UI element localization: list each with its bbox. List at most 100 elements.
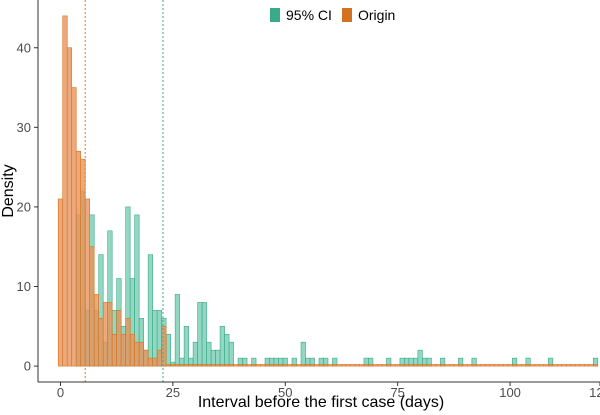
origin-bar — [480, 364, 486, 367]
origin-bar — [188, 364, 194, 367]
origin-bar — [516, 364, 522, 367]
origin-bar — [530, 364, 536, 367]
origin-bars — [57, 15, 599, 367]
origin-bar — [84, 198, 91, 367]
origin-bar — [556, 364, 563, 367]
origin-bar — [345, 364, 351, 367]
origin-bar — [129, 333, 135, 367]
origin-bar — [381, 364, 387, 367]
origin-bar — [467, 364, 473, 367]
origin-bar — [440, 364, 446, 367]
ci-bar — [152, 310, 158, 367]
origin-bar — [305, 364, 311, 367]
ci-bar — [206, 341, 212, 367]
origin-bar — [332, 364, 338, 367]
origin-bar — [282, 364, 288, 367]
ci-bar — [215, 349, 221, 367]
x-ticks: 0 25 50 75 100 120 — [57, 382, 600, 400]
x-tick-label: 75 — [390, 385, 404, 400]
origin-bar — [264, 364, 270, 367]
origin-bar — [341, 364, 347, 367]
origin-bar — [233, 364, 239, 367]
y-ticks: 0 10 20 30 40 — [17, 40, 38, 374]
origin-bar — [98, 318, 104, 367]
origin-bar — [179, 364, 185, 367]
origin-bar — [359, 364, 365, 367]
origin-bar — [512, 364, 518, 367]
origin-bar — [219, 364, 225, 367]
origin-bar — [170, 364, 176, 367]
origin-bar — [228, 364, 234, 367]
ci-bar — [224, 333, 230, 367]
origin-bar — [395, 364, 401, 367]
origin-bar — [453, 364, 459, 367]
x-tick-label: 50 — [278, 385, 292, 400]
ci-bar — [417, 349, 423, 367]
y-tick-label: 0 — [24, 359, 31, 374]
origin-bar — [327, 364, 333, 367]
origin-bar — [368, 364, 374, 367]
origin-bar — [426, 364, 432, 367]
origin-bar — [210, 364, 216, 367]
origin-bar — [147, 357, 153, 367]
ci-bar — [192, 341, 198, 367]
origin-bar — [449, 364, 455, 367]
origin-bar — [71, 87, 77, 367]
x-tick-label: 25 — [166, 385, 180, 400]
origin-bar — [237, 364, 243, 367]
x-tick-label: 120 — [589, 385, 600, 400]
legend: 95% CI Origin — [270, 7, 395, 23]
origin-bar — [507, 364, 513, 367]
origin-bar — [377, 364, 383, 367]
origin-bar — [422, 364, 428, 367]
origin-bar — [534, 364, 540, 367]
origin-bar — [444, 364, 450, 367]
origin-bar — [417, 364, 423, 367]
origin-bar — [165, 364, 171, 367]
origin-bar — [350, 364, 356, 367]
origin-bar — [354, 364, 360, 367]
legend-swatch-ci — [270, 8, 280, 22]
origin-bar — [363, 364, 369, 367]
origin-bar — [494, 364, 500, 367]
origin-bar — [583, 364, 590, 367]
origin-bar — [318, 364, 324, 367]
origin-bar — [89, 246, 95, 367]
origin-bar — [498, 364, 504, 367]
origin-bar — [57, 198, 64, 367]
origin-bar — [413, 364, 419, 367]
y-tick-label: 20 — [17, 199, 31, 214]
origin-bar — [197, 364, 203, 367]
origin-bar — [278, 364, 284, 367]
origin-bar — [66, 47, 73, 367]
ci-bar — [300, 341, 306, 367]
origin-bar — [246, 364, 252, 367]
legend-label-ci: 95% CI — [286, 7, 332, 23]
origin-bar — [372, 364, 378, 367]
origin-bar — [547, 364, 554, 367]
origin-bar — [579, 364, 585, 367]
origin-bar — [296, 364, 302, 367]
origin-bar — [75, 150, 82, 367]
origin-bar — [174, 364, 180, 367]
legend-label-origin: Origin — [358, 7, 395, 23]
origin-bar — [260, 364, 266, 367]
origin-bar — [80, 158, 86, 367]
y-tick-label: 40 — [17, 40, 31, 55]
ci-bar — [147, 254, 153, 367]
ci-bar — [183, 325, 189, 367]
origin-bar — [538, 364, 545, 367]
origin-bar — [399, 364, 405, 367]
origin-bar — [134, 341, 140, 367]
ci-bars — [75, 190, 599, 367]
ci-bar — [228, 341, 234, 367]
origin-bar — [561, 364, 567, 367]
origin-bar — [552, 364, 558, 367]
origin-bar — [116, 310, 122, 367]
y-tick-label: 10 — [17, 279, 31, 294]
ci-bar — [201, 302, 207, 367]
origin-bar — [111, 333, 117, 367]
origin-bar — [521, 364, 527, 367]
ci-bar — [219, 325, 225, 367]
origin-bar — [476, 364, 482, 367]
